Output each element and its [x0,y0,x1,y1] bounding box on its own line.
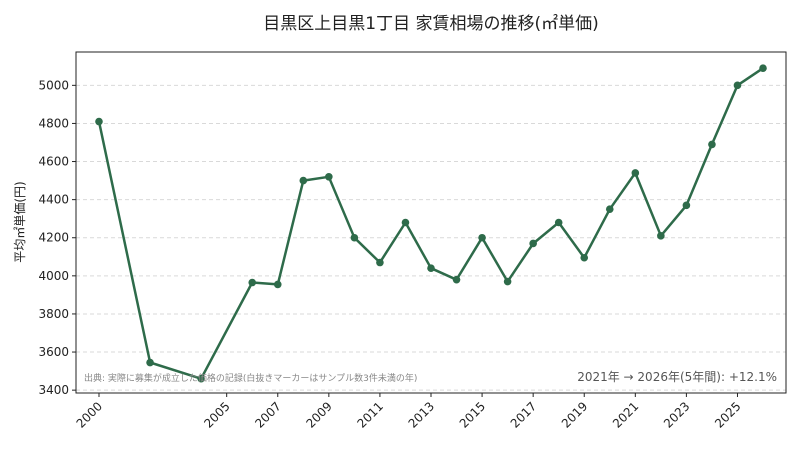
data-point [452,275,461,284]
y-tick-label: 4200 [38,231,69,245]
y-tick-label: 5000 [38,78,69,92]
grid-lines [76,84,786,391]
data-point [376,258,384,267]
data-point [759,64,767,72]
chart-title: 目黒区上目黒1丁目 家賃相場の推移(㎡単価) [263,14,598,34]
x-tick-label: 2013 [406,399,437,430]
data-point [708,140,716,149]
data-point [325,172,333,181]
data-point [427,264,435,273]
x-tick-label: 2000 [74,399,105,430]
data-point [95,117,103,126]
x-tick-label: 2015 [457,399,488,430]
data-series [95,64,767,383]
y-axis-label: 平均㎡単価(円) [13,181,27,262]
plot-frame [75,51,787,394]
data-point [197,374,205,383]
data-point [146,358,154,367]
data-point [401,218,410,227]
data-point [554,218,563,227]
y-tick-label: 4400 [38,193,69,207]
y-tick-label: 3600 [38,345,69,359]
data-point [605,205,614,213]
y-tick-label: 4000 [38,269,69,283]
data-point [299,176,308,185]
change-summary: 2021年 → 2026年(5年間): +12.1% [577,370,777,384]
source-note: 出典: 実際に募集が成立した価格の記録(白抜きマーカーはサンプル数3件未満の年) [84,372,417,384]
data-point [478,233,486,242]
data-point [503,277,512,286]
data-point [580,253,589,262]
x-tick-label: 2009 [303,399,334,430]
y-tick-label: 3800 [38,307,69,321]
x-tick-label: 2017 [508,399,539,430]
y-tick-label: 4600 [38,155,69,169]
data-point [529,239,537,248]
data-point [682,201,691,210]
x-tick-label: 2019 [559,399,590,430]
x-tick-label: 2011 [355,399,386,430]
data-point [733,81,742,90]
data-point [350,233,359,242]
y-tick-label: 4800 [38,116,69,130]
series-line [97,67,764,380]
x-tick-label: 2007 [252,399,283,430]
data-point [657,232,665,240]
data-point [273,280,282,289]
x-tick-label: 2005 [201,399,232,430]
x-tick-label: 2021 [610,399,641,430]
x-tick-label: 2025 [712,399,743,430]
data-point [631,169,640,177]
data-point [248,278,257,287]
x-tick-label: 2023 [661,399,692,430]
y-tick-label: 3400 [38,383,69,397]
